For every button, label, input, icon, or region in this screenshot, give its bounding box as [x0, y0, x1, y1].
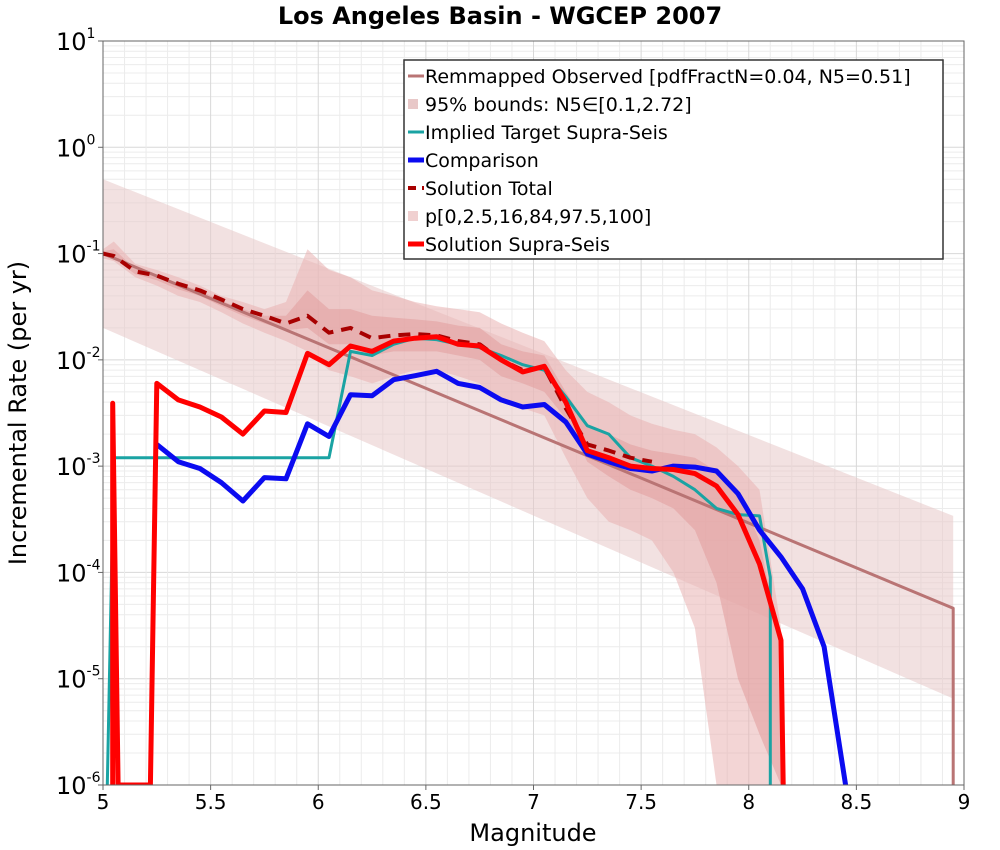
y-tick-label: 10-1: [56, 239, 101, 269]
y-tick-label: 10-6: [56, 770, 101, 800]
x-tick-label: 6.5: [410, 790, 442, 814]
series-line-0: [103, 252, 955, 785]
x-tick-label: 7: [527, 790, 540, 814]
y-tick-label: 100: [56, 132, 95, 162]
legend-swatch: [408, 99, 418, 109]
legend: Remmapped Observed [pdfFractN=0.04, N5=0…: [403, 59, 944, 260]
y-tick-label: 10-4: [56, 557, 101, 587]
y-axis-title: Incremental Rate (per yr): [4, 261, 32, 565]
legend-label: 95% bounds: N5∈[0.1,2.72]: [425, 94, 692, 116]
bands: [103, 179, 954, 785]
series-line-4: [110, 334, 786, 785]
legend-label: Solution Supra-Seis: [425, 234, 610, 256]
x-axis-ticks: 5 5.5 6 6.5 7 7.5 8 8.5 9: [97, 785, 971, 814]
x-tick-label: 5.5: [195, 790, 227, 814]
legend-label: Implied Target Supra-Seis: [425, 122, 668, 144]
y-tick-label: 10-5: [56, 664, 101, 694]
y-tick-label: 10-3: [56, 451, 101, 481]
legend-label: p[0,2.5,16,84,97.5,100]: [425, 206, 651, 228]
x-tick-label: 7.5: [625, 790, 657, 814]
x-tick-label: 8: [742, 790, 755, 814]
x-tick-label: 5: [97, 790, 110, 814]
chart-title: Los Angeles Basin - WGCEP 2007: [278, 2, 722, 30]
legend-label: Solution Total: [425, 178, 553, 200]
y-tick-label: 101: [56, 26, 95, 56]
legend-label: Remmapped Observed [pdfFractN=0.04, N5=0…: [425, 66, 911, 88]
x-axis-title: Magnitude: [469, 819, 596, 847]
legend-box: [403, 59, 944, 260]
series-line-2: [155, 368, 849, 785]
legend-label: Comparison: [425, 150, 539, 172]
x-tick-label: 9: [958, 790, 971, 814]
x-tick-label: 8.5: [840, 790, 872, 814]
legend-swatch: [408, 211, 418, 221]
y-axis-ticks: 10-6 10-5 10-4 10-3 10-2 10-1 100 101: [56, 26, 103, 800]
series: [103, 251, 955, 785]
x-tick-label: 6: [312, 790, 325, 814]
y-tick-label: 10-2: [56, 345, 101, 375]
